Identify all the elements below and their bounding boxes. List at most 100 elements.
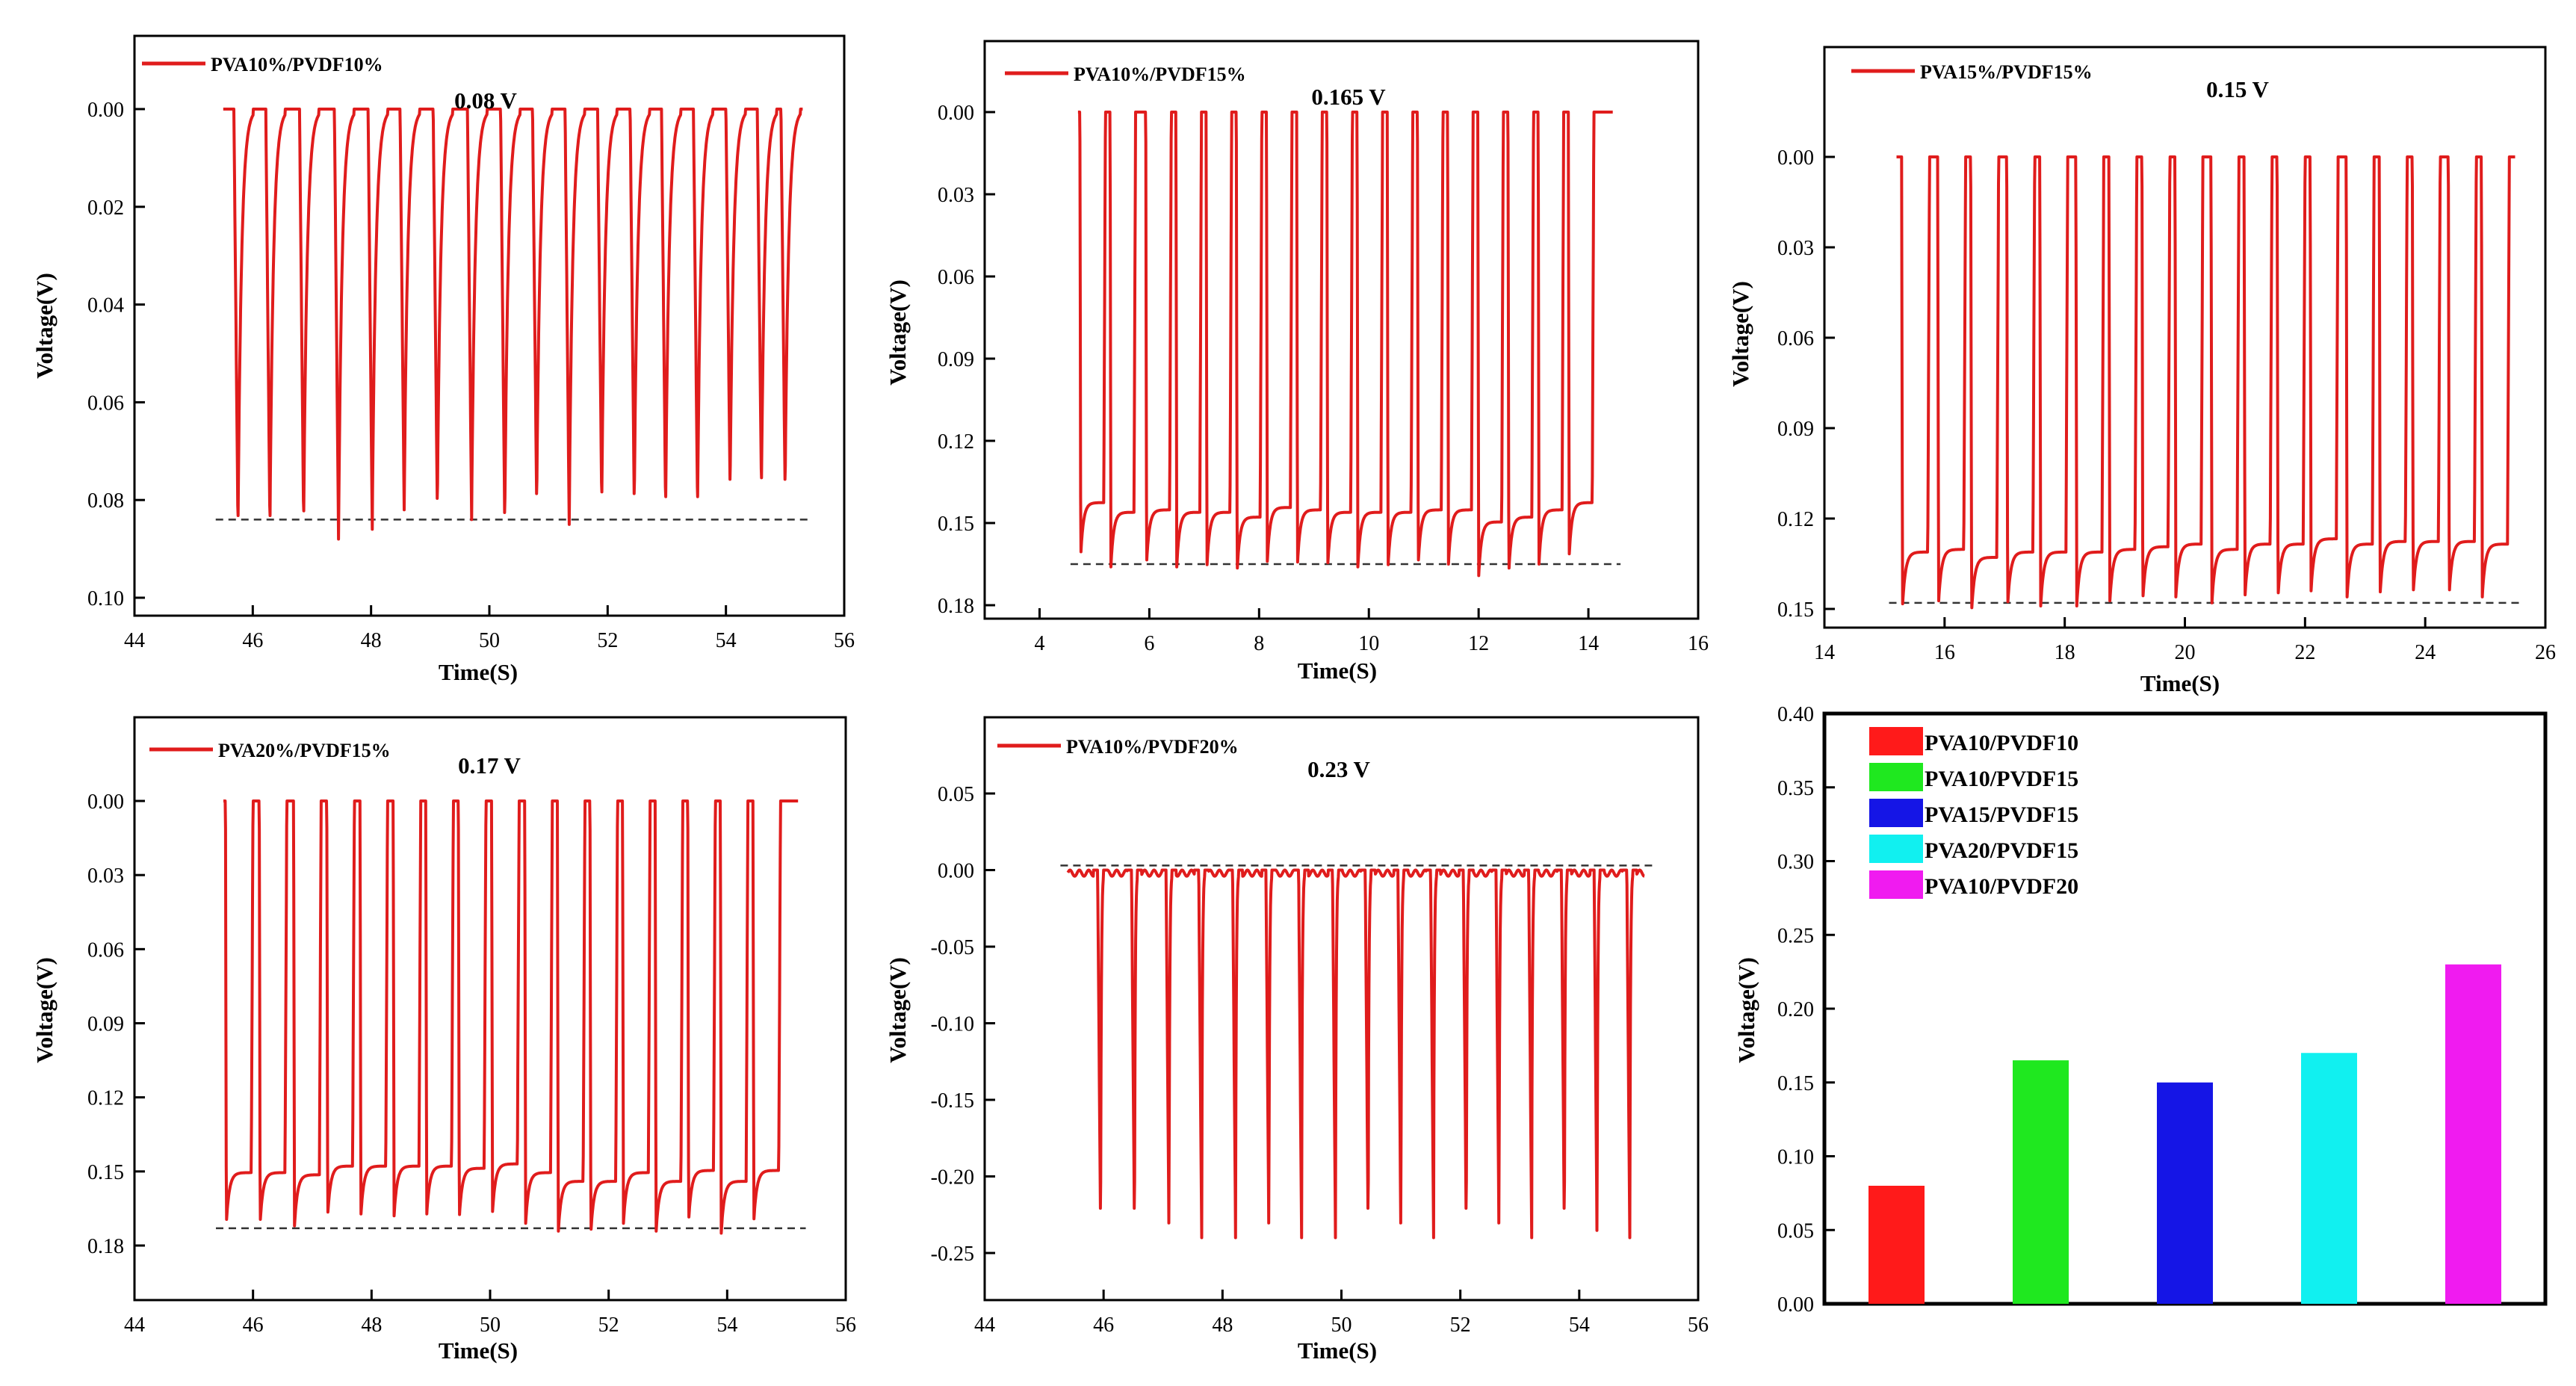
legend: PVA10/PVDF10 PVA10/PVDF15 PVA15/PVDF15 PVA2… — [1869, 727, 2078, 899]
y-tick-label: 0.15 — [87, 1161, 124, 1184]
y-axis-label: Voltage(V) — [31, 273, 58, 379]
x-tick-label: 48 — [361, 1314, 382, 1337]
x-tick-label: 16 — [1934, 641, 1955, 664]
series-line — [222, 799, 799, 1235]
bar — [2301, 1053, 2357, 1304]
plot-frame — [983, 40, 1700, 620]
y-tick-label: 0.09 — [87, 1013, 124, 1036]
y-tick-label: 0.03 — [938, 184, 974, 207]
legend-swatch — [1869, 835, 1923, 863]
y-tick-label: 0.18 — [87, 1235, 124, 1258]
y-tick-label: 0.09 — [938, 348, 974, 371]
x-tick-label: 24 — [2415, 641, 2436, 664]
y-axis-label: Voltage(V) — [885, 957, 911, 1063]
panel-c: 14 16 18 20 22 24 26 0.00 0.03 0.06 0.09 0.12 0.15 Ti… — [1727, 46, 2556, 696]
y-tick-label: 0.00 — [938, 102, 974, 125]
legend-swatch — [1869, 763, 1923, 791]
x-tick-label: 52 — [598, 1314, 619, 1337]
x-tick-label: 50 — [480, 1314, 501, 1337]
x-tick-label: 8 — [1254, 632, 1264, 655]
x-tick-label: 50 — [479, 629, 500, 652]
panel-e: 44 46 48 50 52 54 56 -0.25 -0.20 -0.15 -0.10 -0.05 0… — [885, 716, 1709, 1364]
x-axis-label: Time(S) — [439, 1337, 518, 1364]
y-tick-label: 0.06 — [87, 392, 124, 415]
y-axis-ticks: 0.00 0.03 0.06 0.09 0.12 0.15 0.18 — [938, 102, 995, 618]
x-tick-label: 52 — [597, 629, 618, 652]
y-axis-label: Voltage(V) — [885, 279, 911, 386]
bar — [1868, 1186, 1925, 1304]
y-tick-label: 0.03 — [1777, 237, 1814, 260]
panel-a: 44 46 48 50 52 54 56 0.00 0.02 0.04 0.06 0.08 0.10 Ti… — [31, 34, 855, 685]
x-axis-ticks: 44 46 48 50 52 54 56 — [124, 1290, 856, 1337]
y-axis-ticks: -0.25 -0.20 -0.15 -0.10 -0.05 0.00 0.05 — [931, 783, 995, 1266]
y-axis-ticks: 0.00 0.03 0.06 0.09 0.12 0.15 0.18 — [87, 791, 145, 1258]
legend-label: PVA10%/PVDF15% — [1074, 64, 1246, 85]
y-tick-label: 0.05 — [938, 783, 974, 806]
legend-label: PVA10/PVDF15 — [1925, 767, 2078, 791]
x-tick-label: 56 — [835, 1314, 856, 1337]
x-tick-label: 46 — [242, 629, 263, 652]
x-tick-label: 16 — [1688, 632, 1709, 655]
x-tick-label: 14 — [1578, 632, 1599, 655]
y-tick-label: 0.15 — [1777, 598, 1814, 622]
panel-b: 4 6 8 10 12 14 16 0.00 0.03 0.06 0.09 0.12 0.15 0.18 T… — [885, 40, 1709, 684]
voltage-annotation: 0.23 V — [1307, 756, 1370, 782]
y-tick-label: 0.10 — [1777, 1146, 1814, 1169]
y-tick-label: 0.06 — [1777, 327, 1814, 350]
x-tick-label: 20 — [2175, 641, 2196, 664]
panel-f: 0.00 0.05 0.10 0.15 0.20 0.25 0.30 0.35 0.40 Volt… — [1733, 703, 2548, 1317]
x-tick-label: 6 — [1144, 632, 1154, 655]
x-tick-label: 22 — [2294, 641, 2315, 664]
y-tick-label: 0.05 — [1777, 1219, 1814, 1243]
legend-label: PVA10/PVDF10 — [1925, 731, 2078, 755]
x-tick-label: 48 — [361, 629, 382, 652]
series-line — [222, 108, 804, 541]
x-tick-label: 10 — [1358, 632, 1379, 655]
y-tick-label: 0.18 — [938, 595, 974, 618]
x-tick-label: 18 — [2055, 641, 2075, 664]
panel-d: 44 46 48 50 52 54 560.000.030.060.090.120.150.… — [31, 716, 856, 1364]
y-tick-label: 0.02 — [87, 197, 124, 220]
x-axis-label: Time(S) — [2140, 670, 2220, 696]
x-tick-label: 44 — [124, 629, 145, 652]
y-tick-label: -0.25 — [931, 1243, 974, 1266]
y-tick-label: 0.25 — [1777, 924, 1814, 947]
y-tick-label: -0.20 — [931, 1166, 974, 1189]
x-axis-ticks: 44 46 48 50 52 54 56 — [124, 605, 855, 652]
x-axis-label: Time(S) — [1298, 658, 1377, 684]
voltage-annotation: 0.08 V — [454, 87, 517, 114]
y-tick-label: 0.04 — [87, 294, 124, 318]
bar — [2157, 1082, 2213, 1304]
y-tick-label: 0.00 — [87, 791, 124, 814]
legend-swatch — [1869, 727, 1923, 755]
x-axis-ticks: 4 6 8 10 12 14 16 — [1034, 608, 1709, 655]
y-tick-label: -0.10 — [931, 1013, 974, 1036]
y-tick-label: -0.05 — [931, 936, 974, 959]
x-tick-label: 26 — [2535, 641, 2556, 664]
y-tick-label: 0.06 — [938, 266, 974, 289]
x-tick-label: 56 — [1688, 1314, 1709, 1337]
x-axis-label: Time(S) — [439, 659, 518, 685]
y-tick-label: 0.12 — [87, 1087, 124, 1110]
y-tick-label: 0.20 — [1777, 998, 1814, 1021]
bar — [2445, 964, 2501, 1304]
x-tick-label: 4 — [1034, 632, 1044, 655]
y-tick-label: 0.08 — [87, 489, 124, 513]
y-axis-ticks: 0.00 0.05 0.10 0.15 0.20 0.25 0.30 0.35 0.40 — [1777, 703, 1835, 1317]
legend-label: PVA10/PVDF20 — [1925, 874, 2078, 899]
legend-label: PVA15/PVDF15 — [1925, 802, 2078, 827]
series-line — [1895, 155, 2516, 610]
legend-label: PVA10%/PVDF20% — [1066, 736, 1239, 758]
x-axis-ticks: 44 46 48 50 52 54 56 — [974, 1290, 1709, 1337]
y-tick-label: -0.15 — [931, 1089, 974, 1113]
y-tick-label: 0.10 — [87, 587, 124, 610]
y-axis-label: Voltage(V) — [1733, 957, 1759, 1063]
y-tick-label: 0.09 — [1777, 418, 1814, 441]
x-tick-label: 56 — [834, 629, 855, 652]
legend-swatch — [1869, 799, 1923, 827]
y-tick-label: 0.03 — [87, 864, 124, 888]
x-tick-label: 44 — [124, 1314, 145, 1337]
y-tick-label: 0.00 — [1777, 146, 1814, 170]
x-axis-ticks: 14 16 18 20 22 24 26 — [1814, 617, 2556, 664]
